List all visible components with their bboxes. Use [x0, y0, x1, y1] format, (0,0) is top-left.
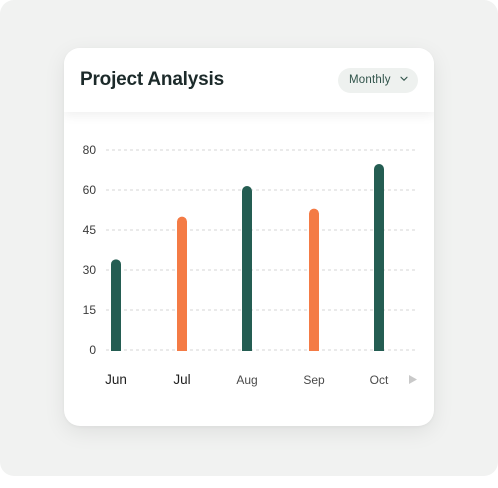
bar-jul[interactable] — [177, 216, 187, 351]
play-right-icon[interactable] — [409, 375, 417, 384]
y-tick-label: 60 — [83, 183, 97, 197]
y-tick-label: 45 — [83, 223, 97, 237]
chart-gridlines — [106, 149, 418, 351]
y-tick-label: 30 — [83, 263, 97, 277]
period-dropdown-label: Monthly — [349, 74, 391, 86]
card-header: Project Analysis Monthly — [64, 48, 434, 112]
bar-base — [177, 345, 187, 351]
bar-base — [111, 345, 121, 351]
bar-aug[interactable] — [242, 186, 252, 351]
bar-sep[interactable] — [309, 208, 319, 351]
bar-base — [242, 345, 252, 351]
period-dropdown[interactable]: Monthly — [338, 68, 418, 93]
chevron-down-icon — [400, 76, 408, 81]
bar-oct[interactable] — [374, 164, 384, 351]
bar-jun[interactable] — [111, 259, 121, 351]
bar-base — [374, 345, 384, 351]
chart-bars — [111, 164, 384, 351]
x-tick-label: Sep — [303, 373, 325, 387]
y-tick-label: 0 — [89, 343, 96, 357]
x-axis-ticks: Jun Jul Aug Sep Oct — [105, 372, 389, 387]
y-tick-label: 80 — [83, 143, 97, 157]
y-axis-ticks: 80 60 45 30 15 0 — [83, 143, 97, 357]
card-title: Project Analysis — [80, 69, 224, 90]
x-tick-label: Jun — [105, 372, 127, 387]
y-tick-label: 15 — [83, 303, 97, 317]
bar-base — [309, 345, 319, 351]
x-tick-label: Jul — [173, 372, 190, 387]
x-tick-label: Aug — [236, 373, 257, 387]
x-tick-label: Oct — [370, 373, 389, 387]
